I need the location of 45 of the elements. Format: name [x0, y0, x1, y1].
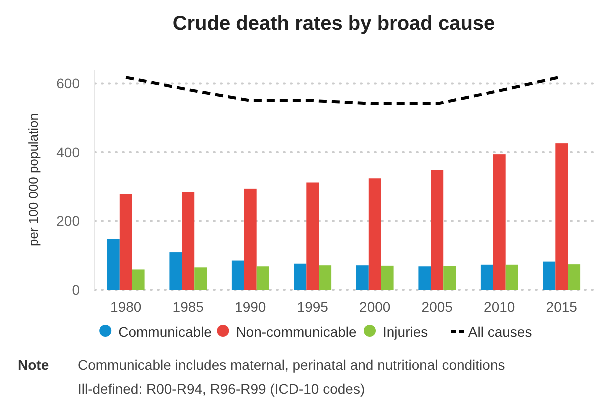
bar — [244, 188, 257, 290]
text: Note — [18, 356, 50, 373]
x-tick-label: 1995 — [297, 299, 329, 315]
x-tick-label: 2015 — [546, 299, 578, 315]
x-tick-label: 2010 — [484, 299, 516, 315]
y-tick-label: 400 — [56, 144, 80, 160]
bar — [368, 178, 382, 290]
y-tick-label: 200 — [56, 213, 80, 230]
bar — [381, 266, 394, 290]
legend-label: Communicable — [118, 324, 212, 340]
bar — [431, 170, 444, 290]
y-tick-label: 0 — [72, 282, 80, 298]
bar — [182, 192, 195, 290]
bar — [256, 266, 270, 290]
bar — [444, 266, 456, 290]
bar — [194, 268, 208, 290]
bar — [506, 264, 518, 290]
bar — [543, 262, 556, 290]
x-tick-label: 1985 — [172, 299, 204, 315]
bar — [306, 182, 320, 290]
legend-label: Non-communicable — [236, 324, 358, 340]
bar — [418, 266, 432, 290]
bar — [120, 194, 132, 290]
bar — [480, 264, 494, 290]
text: Ill-defined: R00-R94, R96-R99 (ICD-10 codes) — [78, 380, 366, 397]
legend-label: Injuries — [383, 324, 428, 340]
bar — [107, 239, 120, 290]
x-tick-label: 1980 — [110, 299, 142, 315]
text: Communicable includes maternal, perinatal and nutritional conditions — [78, 356, 506, 373]
y-axis-title: per 100 000 population — [26, 113, 41, 247]
x-tick-label: 2005 — [422, 299, 454, 315]
legend-label: All causes — [468, 324, 532, 340]
y-tick-label: 600 — [56, 76, 80, 92]
x-tick-label: 2000 — [360, 299, 391, 315]
bar — [556, 144, 568, 290]
bar — [493, 154, 506, 290]
bar — [232, 260, 244, 290]
bar — [568, 264, 581, 290]
bar — [294, 264, 307, 290]
bar — [319, 266, 332, 290]
x-tick-label: 1990 — [235, 299, 266, 315]
bar — [170, 252, 182, 290]
chart-title: Crude death rates by broad cause — [172, 13, 496, 35]
bar — [132, 270, 145, 290]
bar — [356, 266, 369, 290]
